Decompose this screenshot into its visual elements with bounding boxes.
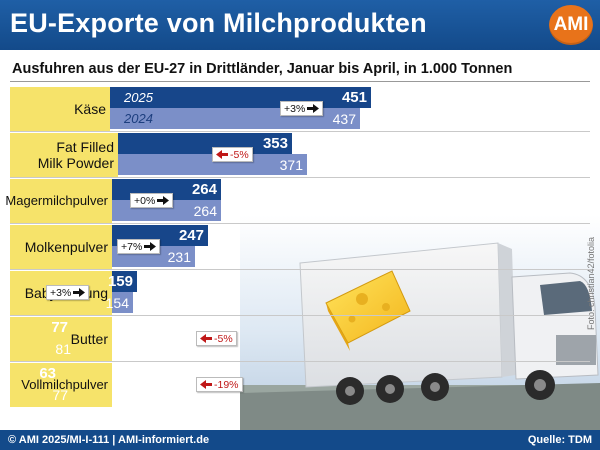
change-badge: -5% [196,331,237,346]
change-badge: +3% [280,101,324,116]
category-label-line: Butter [70,330,108,347]
arrow-right-icon [73,288,86,297]
data-label-2025: 159 [107,273,133,290]
row-divider [10,131,590,132]
subtitle-divider [10,81,590,82]
data-label-2025: 63 [39,365,56,382]
data-label-2024: 77 [52,387,68,403]
page-title: EU-Exporte von Milchprodukten [10,8,427,38]
row-divider [10,223,590,224]
category-label-line: Käse [74,100,106,117]
photo-credit: Foto: christian42/fotolia [586,236,596,330]
data-label-2024: 81 [55,341,71,357]
change-badge: +3% [46,285,90,300]
change-value: +0% [134,194,156,207]
change-value: -5% [214,332,233,345]
row-divider [10,361,590,362]
truck-photo [240,215,600,430]
category-label: Vollmilchpulver [10,363,112,407]
data-label-2024: 154 [105,295,129,311]
category-label-line: Fat Filled [56,138,114,155]
arrow-right-icon [307,104,320,113]
header-banner: EU-Exporte von Milchprodukten AMI [0,0,600,50]
data-label-2025: 247 [178,227,204,244]
change-value: -5% [230,148,249,161]
data-label-2025: 77 [51,319,68,336]
category-label-line: Milk Powder [37,155,114,171]
change-badge: -19% [196,377,243,392]
data-label-2024: 231 [167,249,191,265]
category-label-line: Molkenpulver [24,238,108,255]
change-value: +3% [50,286,72,299]
data-label-2024: 437 [332,111,356,127]
arrow-left-icon [200,334,212,343]
arrow-left-icon [216,150,228,159]
change-badge: +7% [117,239,161,254]
category-label-line: Magermilchpulver [5,192,108,208]
change-value: +7% [121,240,143,253]
ami-logo: AMI [549,5,593,45]
category-label: Molkenpulver [10,225,112,269]
legend-2025: 2025 [124,90,153,105]
change-value: -19% [214,378,239,391]
data-label-2024: 371 [279,157,303,173]
category-label: Magermilchpulver [5,179,112,223]
row-divider [10,269,590,270]
change-badge: -5% [212,147,253,162]
footer-bar: © AMI 2025/MI-I-111 | AMI-informiert.de … [0,430,600,450]
change-value: +3% [284,102,306,115]
category-label: Käse [10,87,110,131]
arrow-right-icon [144,242,157,251]
change-badge: +0% [130,193,174,208]
row-divider [10,177,590,178]
truck-illustration [240,215,600,430]
data-label-2025: 353 [262,135,288,152]
category-label: Butter [10,317,112,361]
arrow-right-icon [157,196,170,205]
category-label-line: Vollmilchpulver [21,376,108,392]
category-label: Fat Filled Milk Powder [10,133,118,177]
footer-source: Quelle: TDM [527,434,592,446]
chart-subtitle: Ausfuhren aus der EU-27 in Drittländer, … [12,61,513,77]
row-divider [10,315,590,316]
data-label-2025: 264 [191,181,217,198]
footer-copyright: © AMI 2025/MI-I-111 | AMI-informiert.de [8,434,210,446]
arrow-left-icon [200,380,212,389]
legend-2024: 2024 [124,111,153,126]
data-label-2024: 264 [193,203,217,219]
data-label-2025: 451 [341,89,367,106]
